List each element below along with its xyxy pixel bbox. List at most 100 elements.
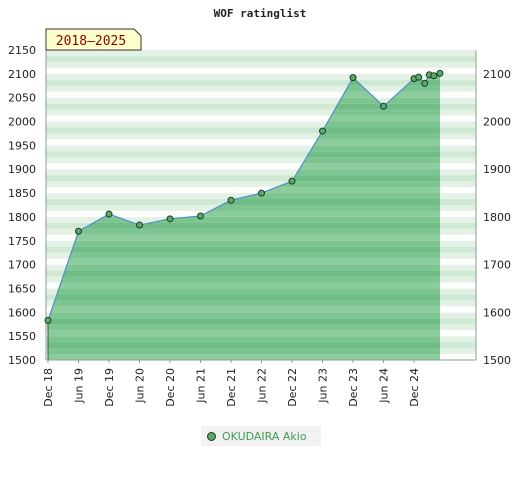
area-band	[48, 342, 440, 349]
area-band	[48, 306, 440, 313]
bg-band	[46, 97, 476, 104]
bg-band	[46, 145, 476, 152]
area-band	[48, 222, 440, 229]
y-tick-right-label: 2000	[483, 116, 511, 129]
x-tick-label: Jun 23	[317, 368, 330, 404]
x-tick-label: Dec 22	[286, 368, 299, 407]
data-point	[166, 215, 174, 223]
bg-band	[46, 55, 476, 62]
area-band	[48, 240, 440, 247]
area-band	[48, 294, 440, 301]
data-point	[415, 73, 423, 81]
bg-band	[46, 109, 476, 116]
y-tick-left-label: 1500	[8, 354, 36, 367]
y-tick-left-label: 2050	[8, 92, 36, 105]
legend-label: OKUDAIRA Akio	[222, 429, 307, 443]
bg-band	[46, 103, 476, 110]
bg-band	[46, 175, 476, 182]
y-tick-right-label: 1700	[483, 259, 511, 272]
area-band	[48, 252, 440, 259]
y-tick-left-label: 2100	[8, 68, 36, 81]
y-tick-left-label: 1850	[8, 187, 36, 200]
area-band	[48, 312, 440, 319]
area-band	[48, 205, 440, 211]
x-tick-label: Dec 18	[42, 368, 55, 407]
area-band	[48, 246, 440, 253]
bg-band	[46, 151, 476, 158]
range-badge: 2018–2025	[45, 28, 142, 51]
legend-marker	[207, 431, 216, 441]
range-badge-box	[45, 28, 142, 51]
area-band	[48, 264, 440, 271]
data-point	[105, 210, 113, 218]
data-point	[430, 72, 438, 80]
area-band	[48, 270, 440, 277]
data-point	[258, 189, 266, 197]
data-points	[44, 69, 444, 324]
y-tick-left-label: 1700	[8, 259, 36, 272]
area-band	[48, 318, 440, 325]
bg-band	[46, 139, 476, 146]
y-tick-right-label: 1800	[483, 211, 511, 224]
data-point	[75, 227, 83, 235]
area-band	[48, 199, 440, 205]
x-tick-label: Dec 21	[225, 368, 238, 407]
range-badge-label: 2018–2025	[56, 34, 126, 49]
x-tick-label: Jun 21	[195, 368, 208, 404]
area-band	[48, 300, 440, 307]
data-point	[197, 212, 205, 220]
area-band	[48, 288, 440, 295]
y-tick-left-label: 1550	[8, 330, 36, 343]
area-band	[48, 216, 440, 223]
data-point	[421, 79, 429, 87]
bg-band	[46, 91, 476, 98]
y-tick-left-label: 1600	[8, 306, 36, 319]
area-band	[48, 282, 440, 289]
data-point	[349, 74, 357, 82]
x-tick-label: Dec 19	[103, 368, 116, 407]
x-tick-label: Dec 24	[408, 368, 421, 407]
area-band	[48, 258, 440, 265]
area-band	[48, 228, 440, 235]
x-tick-label: Jun 22	[256, 368, 269, 404]
data-point	[288, 177, 296, 185]
area-band	[48, 330, 440, 337]
area-band	[48, 234, 440, 241]
x-tick-label: Jun 19	[73, 368, 86, 404]
data-point	[319, 127, 327, 135]
bg-band	[46, 169, 476, 176]
y-tick-left-label: 1650	[8, 282, 36, 295]
y-tick-left-label: 1800	[8, 211, 36, 224]
legend: OKUDAIRA Akio	[201, 426, 321, 446]
y-tick-left-label: 1950	[8, 139, 36, 152]
area-band	[48, 348, 440, 355]
bg-band	[46, 79, 476, 86]
y-tick-left-label: 1900	[8, 163, 36, 176]
bg-band	[46, 157, 476, 164]
x-tick-label: Dec 20	[164, 368, 177, 407]
data-point	[436, 69, 444, 77]
bg-band	[46, 73, 476, 80]
y-tick-left-label: 2150	[8, 44, 36, 57]
bg-band	[46, 127, 476, 134]
data-point	[227, 196, 235, 204]
area-band	[48, 324, 440, 331]
y-tick-right-label: 1900	[483, 163, 511, 176]
bg-band	[46, 181, 476, 188]
chart-title: WOF ratinglist	[214, 7, 307, 20]
bg-band	[46, 61, 476, 68]
x-tick-label: Jun 20	[134, 368, 147, 404]
data-point	[136, 221, 144, 229]
axes: 1500 1550 1600 1650 1700 1750 1800 1850 1900 1950…	[8, 44, 511, 407]
data-point	[44, 316, 52, 324]
bg-band	[46, 50, 476, 56]
y-tick-right-label: 1600	[483, 306, 511, 319]
x-tick-label: Dec 23	[347, 368, 360, 407]
area-band	[48, 336, 440, 343]
y-tick-right-label: 1500	[483, 354, 511, 367]
y-tick-right-label: 2100	[483, 68, 511, 81]
bg-band	[46, 133, 476, 140]
bg-band	[46, 121, 476, 128]
y-tick-left-label: 1750	[8, 235, 36, 248]
